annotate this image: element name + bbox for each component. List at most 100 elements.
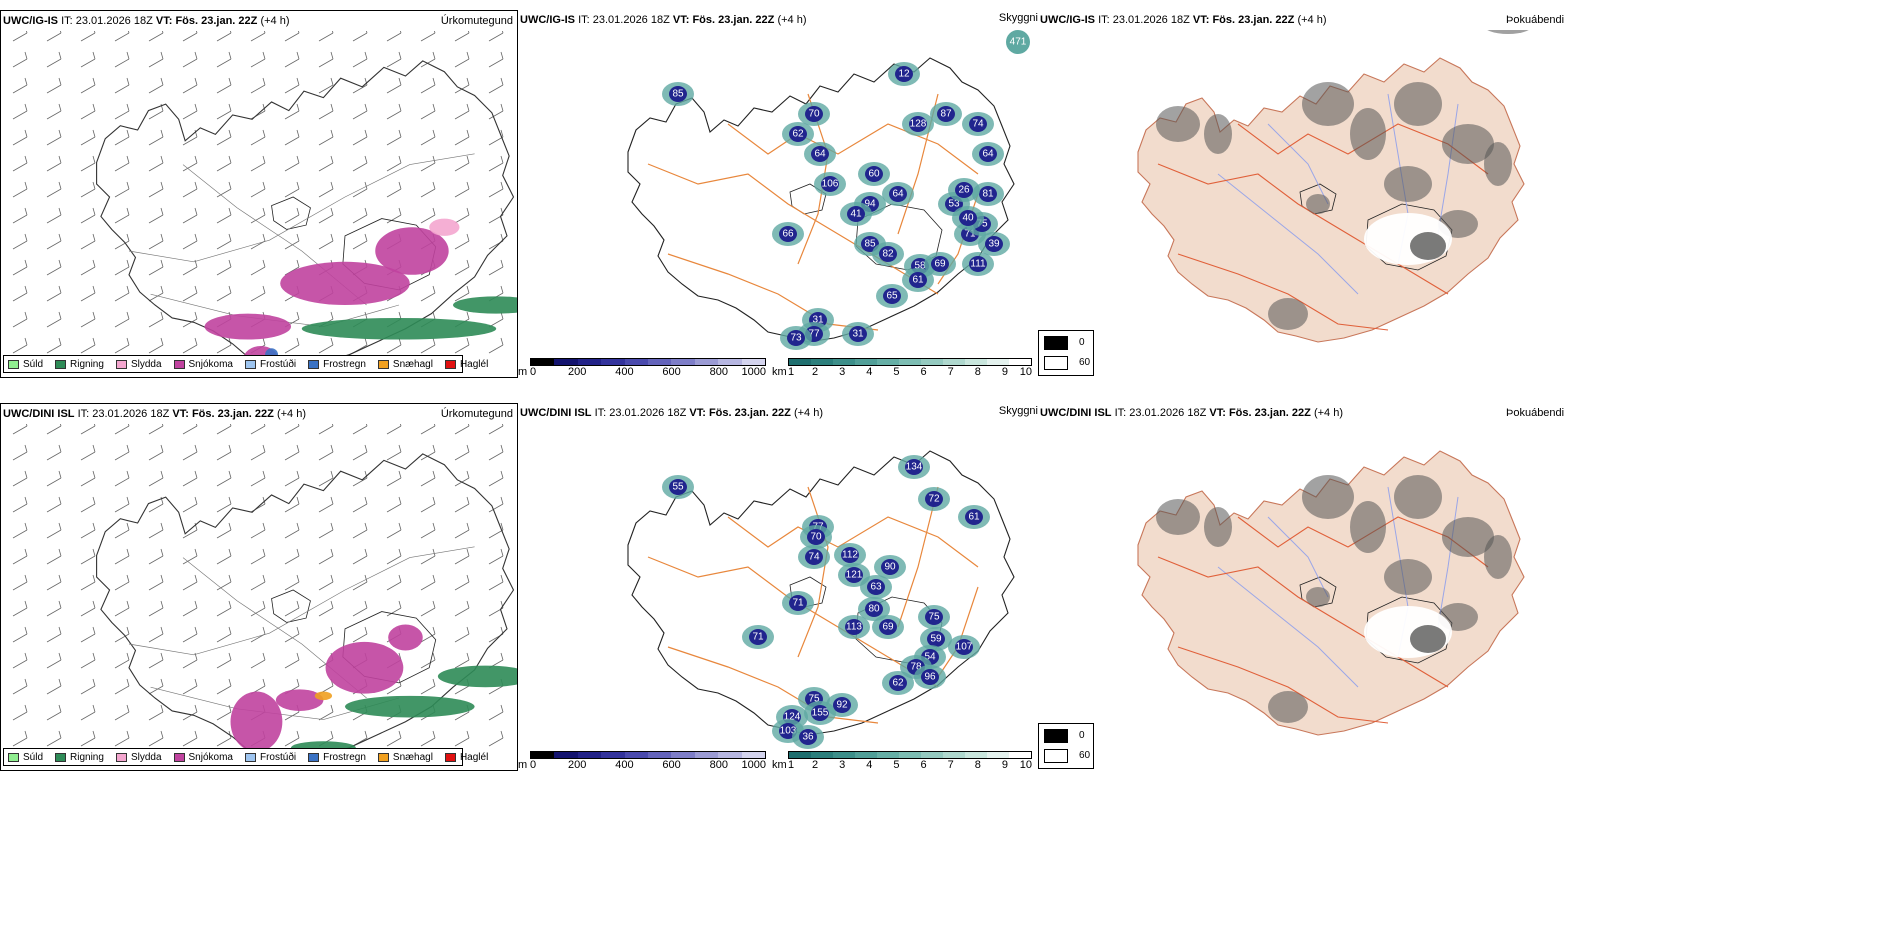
fog-map-2: [1137, 450, 1525, 736]
wind-barb-feather: [398, 600, 402, 609]
rain-area: [437, 665, 517, 688]
wind-barb-feather: [92, 337, 96, 346]
wind-barb: [148, 659, 164, 669]
visibility-value-label: 59: [930, 634, 942, 645]
wind-barb-feather: [194, 77, 198, 86]
wind-barb: [182, 685, 198, 695]
wind-barb: [352, 58, 368, 68]
wind-barb-feather: [228, 470, 232, 479]
precip-legend-item: Haglél: [444, 359, 488, 370]
wind-barb-feather: [330, 522, 334, 531]
wind-barb-feather: [500, 337, 504, 346]
wind-barb-feather: [398, 207, 402, 216]
wind-barb: [114, 555, 130, 565]
legend-swatch: [55, 752, 67, 762]
colorbar-segment: [987, 359, 1009, 365]
wind-barb-feather: [92, 600, 96, 609]
wind-barb-feather: [58, 496, 62, 505]
wind-barb-feather: [330, 77, 334, 86]
legend-label: Snæhagl: [392, 751, 433, 763]
wind-barb: [216, 659, 232, 669]
wind-barb: [80, 318, 96, 328]
wind-barb: [250, 555, 266, 565]
wind-barb-feather: [432, 678, 436, 687]
wind-barb-feather: [262, 181, 266, 190]
visibility-value-label: 71: [752, 632, 764, 643]
legend-swatch: [8, 752, 19, 762]
fog-indicator-area: [1410, 625, 1446, 653]
wind-barb-feather: [502, 424, 504, 427]
wind-barb-feather: [466, 311, 470, 320]
wind-barb: [114, 711, 130, 721]
low-visibility-area: [889, 675, 907, 691]
colorbar-segment: [855, 752, 877, 758]
wind-barb-feather: [432, 600, 436, 609]
wind-barb-feather: [24, 207, 28, 216]
wind-barb-feather: [330, 470, 334, 479]
wind-barb-feather: [58, 652, 62, 661]
wind-barb-feather: [160, 77, 164, 86]
wind-barb-feather: [364, 51, 368, 60]
colorbar-tick-label: 1000: [741, 759, 766, 771]
low-visibility-area: [865, 166, 883, 182]
wind-barb-feather: [194, 311, 198, 320]
precip-legend-item: Rigning: [55, 752, 104, 763]
visibility-value-label: 75: [928, 612, 940, 623]
wind-barb: [216, 84, 232, 94]
colorbar-tick-label: 6: [920, 366, 927, 378]
wind-barb: [488, 136, 504, 146]
colorbar-segment: [965, 752, 987, 758]
wind-barb-feather: [296, 233, 300, 242]
wind-barb-feather: [228, 522, 232, 531]
precip-title-1: Úrkomutegund: [440, 15, 513, 27]
road-line: [727, 516, 979, 568]
wind-barb: [114, 425, 130, 435]
legend-label: Frostregn: [323, 751, 366, 763]
wind-barb-feather: [398, 311, 402, 320]
wind-barb-feather: [364, 155, 368, 164]
wind-barb-feather: [398, 129, 402, 138]
low-visibility-area: [845, 619, 863, 635]
low-visibility-area: [879, 246, 897, 262]
wind-barb-feather: [432, 129, 436, 138]
wind-barb-feather: [58, 285, 62, 294]
wind-barb: [80, 685, 96, 695]
wind-barb: [386, 451, 402, 461]
wind-barb-feather: [60, 424, 62, 427]
wind-barb: [114, 737, 130, 747]
colorbar-tick-label: 8: [974, 759, 981, 771]
visibility-value-label: 73: [790, 333, 802, 344]
wind-barb: [488, 344, 504, 354]
wind-barb: [352, 425, 368, 435]
low-visibility-area: [955, 639, 973, 655]
wind-barb: [250, 425, 266, 435]
fog-indicator-area: [1350, 108, 1386, 160]
colorbar-tick-label: 800: [709, 759, 728, 771]
wind-barb-feather: [364, 77, 368, 86]
wind-barb: [114, 633, 130, 643]
low-visibility-area: [867, 579, 885, 595]
visibility-value-label: 81: [982, 189, 994, 200]
colorbar-segment: [1009, 752, 1031, 758]
wind-barb: [386, 503, 402, 513]
visibility-value-label: 112: [842, 550, 858, 561]
colorbar-tick-label: 1000: [741, 366, 766, 378]
wind-barb-feather: [262, 233, 266, 242]
wind-barb: [80, 503, 96, 513]
visibility-value-label: 75: [808, 694, 820, 705]
wind-barb: [182, 162, 198, 172]
precip-legend-item: Slydda: [115, 359, 162, 370]
colorbar-segment: [921, 752, 943, 758]
wind-barb: [318, 633, 334, 643]
colorbar-segment: [694, 359, 719, 365]
wind-barb: [318, 344, 334, 354]
wind-barb-feather: [262, 574, 266, 583]
wind-barb: [420, 659, 436, 669]
fog-indicator-area: [1484, 142, 1512, 186]
legend-label: Slydda: [130, 751, 162, 763]
wind-barb-feather: [126, 652, 130, 661]
wind-barb: [318, 581, 334, 591]
low-visibility-area: [969, 116, 987, 132]
wind-barb: [114, 240, 130, 250]
wind-barb: [148, 581, 164, 591]
